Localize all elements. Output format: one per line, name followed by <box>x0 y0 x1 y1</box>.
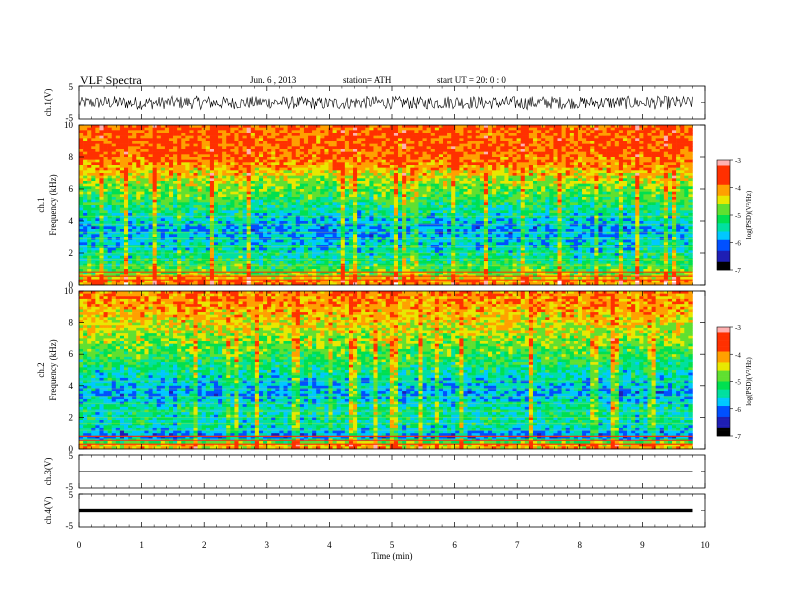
x-tick-label: 1 <box>139 540 144 550</box>
ch2-spectrogram-panel-ylabel-channel: ch.2 <box>36 362 46 377</box>
ch4-waveform-panel-ytick-bottom: -5 <box>66 521 74 531</box>
ch1-spectrogram-panel-ytick: 8 <box>69 152 74 162</box>
ch1-waveform-panel: 5 -5 ch.1(V) <box>43 82 706 123</box>
ch2-spectrogram-panel-colorbar-tick: -5 <box>735 379 741 387</box>
x-tick-label: 8 <box>578 540 583 550</box>
ch1-spectrogram-panel: 0 2 4 6 8 10 ch.1 Frequency (kHz) -3 -4 -5 -6 -7 log(… <box>36 120 753 290</box>
ch1-spectrogram-panel-colorbar-tick: -3 <box>735 157 741 165</box>
ch3-waveform-panel-ytick-bottom: -5 <box>66 482 74 492</box>
ch1-waveform-panel-trace <box>78 95 693 111</box>
ch4-waveform-panel-ylabel: ch.4(V) <box>43 497 53 525</box>
ch2-spectrogram-panel-ytick: 0 <box>69 444 74 454</box>
x-tick-label: 9 <box>640 540 645 550</box>
x-tick-label: 4 <box>327 540 332 550</box>
ch1-spectrogram-panel-colorbar-tick: -5 <box>735 212 741 220</box>
ch1-spectrogram-panel-ytick: 4 <box>69 216 74 226</box>
x-tick-label: 3 <box>265 540 270 550</box>
ch2-spectrogram-panel-colorbar: -3 -4 -5 -6 -7 log(PSD)(V²/Hz) <box>716 324 753 441</box>
x-tick-label: 7 <box>515 540 520 550</box>
ch1-spectrogram-panel-colorbar-tick: -6 <box>735 240 741 248</box>
ch2-spectrogram-panel-ytick: 2 <box>69 412 74 422</box>
ch1-spectrogram-panel-ytick: 2 <box>69 248 74 258</box>
ch2-spectrogram-panel-ytick: 10 <box>64 286 74 296</box>
ch1-waveform-panel-ytick-top: 5 <box>69 82 74 92</box>
x-tick-label: 6 <box>452 540 457 550</box>
ch2-spectrogram-panel-colorbar-tick: -6 <box>735 406 741 414</box>
date-label: Jun. 6 , 2013 <box>250 75 297 85</box>
ch4-waveform-panel-trace <box>79 508 693 513</box>
ch1-spectrogram-panel-cells <box>79 125 693 286</box>
ch1-waveform-panel-ytick-bottom: -5 <box>66 113 74 123</box>
ch3-waveform-panel-ylabel: ch.3(V) <box>43 458 53 486</box>
ch1-spectrogram-panel-colorbar-tick: -7 <box>735 267 741 275</box>
ch2-spectrogram-panel-colorbar-label: log(PSD)(V²/Hz) <box>745 357 753 406</box>
ch2-spectrogram-panel-cells <box>79 291 693 450</box>
ch4-waveform-panel-ytick-top: 5 <box>69 490 74 500</box>
ch2-spectrogram-panel-ytick: 4 <box>69 381 74 391</box>
x-axis-label: Time (min) <box>372 551 413 561</box>
ch1-spectrogram-panel-colorbar-label: log(PSD)(V²/Hz) <box>745 190 753 239</box>
ch2-spectrogram-panel: 0 2 4 6 8 10 ch.2 Frequency (kHz) -3 -4 -5 -6 -7 log(… <box>36 286 753 454</box>
ch1-spectrogram-panel-colorbar: -3 -4 -5 -6 -7 log(PSD)(V²/Hz) <box>716 157 753 275</box>
ch3-waveform-panel: 5 -5 ch.3(V) <box>43 451 706 492</box>
ch2-spectrogram-panel-ylabel-freq: Frequency (kHz) <box>48 339 58 400</box>
ch2-spectrogram-panel-colorbar-tick: -7 <box>735 433 741 441</box>
ch1-spectrogram-panel-ytick: 6 <box>69 184 74 194</box>
station-label: station= ATH <box>343 75 392 85</box>
ch4-waveform-panel: 5 -5 ch.4(V) <box>43 490 706 531</box>
ch2-spectrogram-panel-ytick: 8 <box>69 318 74 328</box>
ch1-spectrogram-panel-ylabel-freq: Frequency (kHz) <box>48 174 58 235</box>
ch1-spectrogram-panel-ytick: 10 <box>64 120 74 130</box>
figure-title: VLF Spectra <box>80 73 142 87</box>
ch1-waveform-panel-ylabel: ch.1(V) <box>43 89 53 117</box>
ch1-spectrogram-panel-ylabel-channel: ch.1 <box>36 197 46 212</box>
ch3-waveform-panel-ytick-top: 5 <box>69 451 74 461</box>
x-tick-label: 0 <box>77 540 82 550</box>
start-time-label: start UT = 20: 0 : 0 <box>437 75 506 85</box>
x-tick-label: 2 <box>202 540 207 550</box>
ch2-spectrogram-panel-ytick: 6 <box>69 349 74 359</box>
x-axis: 0 1 2 3 4 5 6 7 8 9 10 Time (min) <box>77 540 710 561</box>
ch1-spectrogram-panel-ytick: 0 <box>69 280 74 290</box>
x-tick-label: 10 <box>701 540 711 550</box>
ch1-spectrogram-panel-colorbar-tick: -4 <box>735 185 741 193</box>
x-tick-label: 5 <box>390 540 395 550</box>
ch2-spectrogram-panel-colorbar-tick: -4 <box>735 351 741 359</box>
ch2-spectrogram-panel-colorbar-tick: -3 <box>735 324 741 332</box>
